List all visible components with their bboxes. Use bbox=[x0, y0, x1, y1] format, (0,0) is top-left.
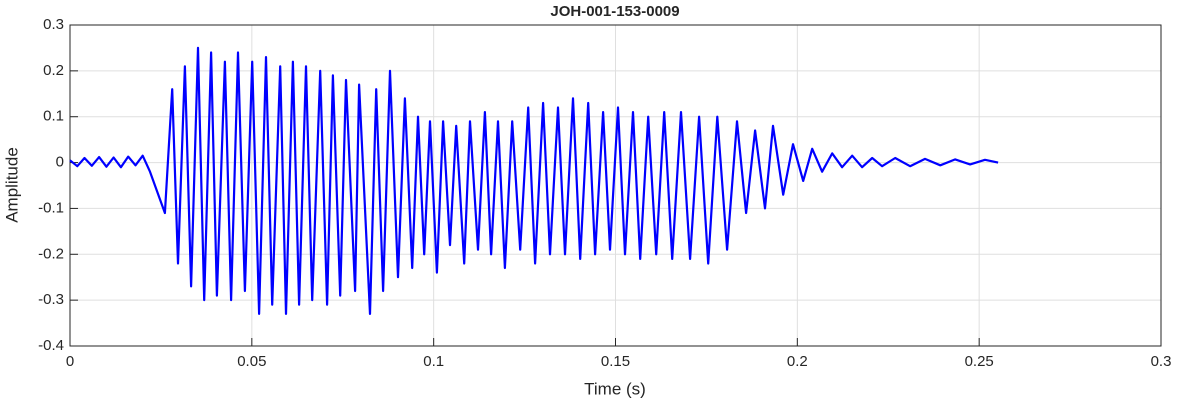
y-tick-label: -0.4 bbox=[38, 337, 64, 354]
y-tick-label: -0.2 bbox=[38, 245, 64, 262]
x-tick-label: 0.3 bbox=[1151, 353, 1172, 370]
y-tick-label: -0.1 bbox=[38, 199, 64, 216]
x-tick-label: 0.1 bbox=[423, 353, 444, 370]
x-tick-label: 0.2 bbox=[787, 353, 808, 370]
x-tick-label: 0.15 bbox=[601, 353, 630, 370]
y-tick-label: 0 bbox=[56, 154, 64, 171]
waveform-line bbox=[69, 46, 999, 315]
plot-frame bbox=[69, 24, 1162, 347]
x-axis-label: Time (s) bbox=[584, 379, 646, 398]
y-tick-label: 0.2 bbox=[43, 62, 64, 79]
y-tick-label: 0.3 bbox=[43, 16, 64, 33]
x-tick-label: 0 bbox=[66, 353, 74, 370]
chart-title: JOH-001-153-0009 bbox=[550, 3, 679, 20]
y-tick-label: 0.1 bbox=[43, 108, 64, 125]
x-tick-label: 0.05 bbox=[237, 353, 266, 370]
y-tick-label: -0.3 bbox=[38, 291, 64, 308]
x-tick-label: 0.25 bbox=[965, 353, 994, 370]
y-axis-label: Amplitude bbox=[2, 147, 21, 223]
